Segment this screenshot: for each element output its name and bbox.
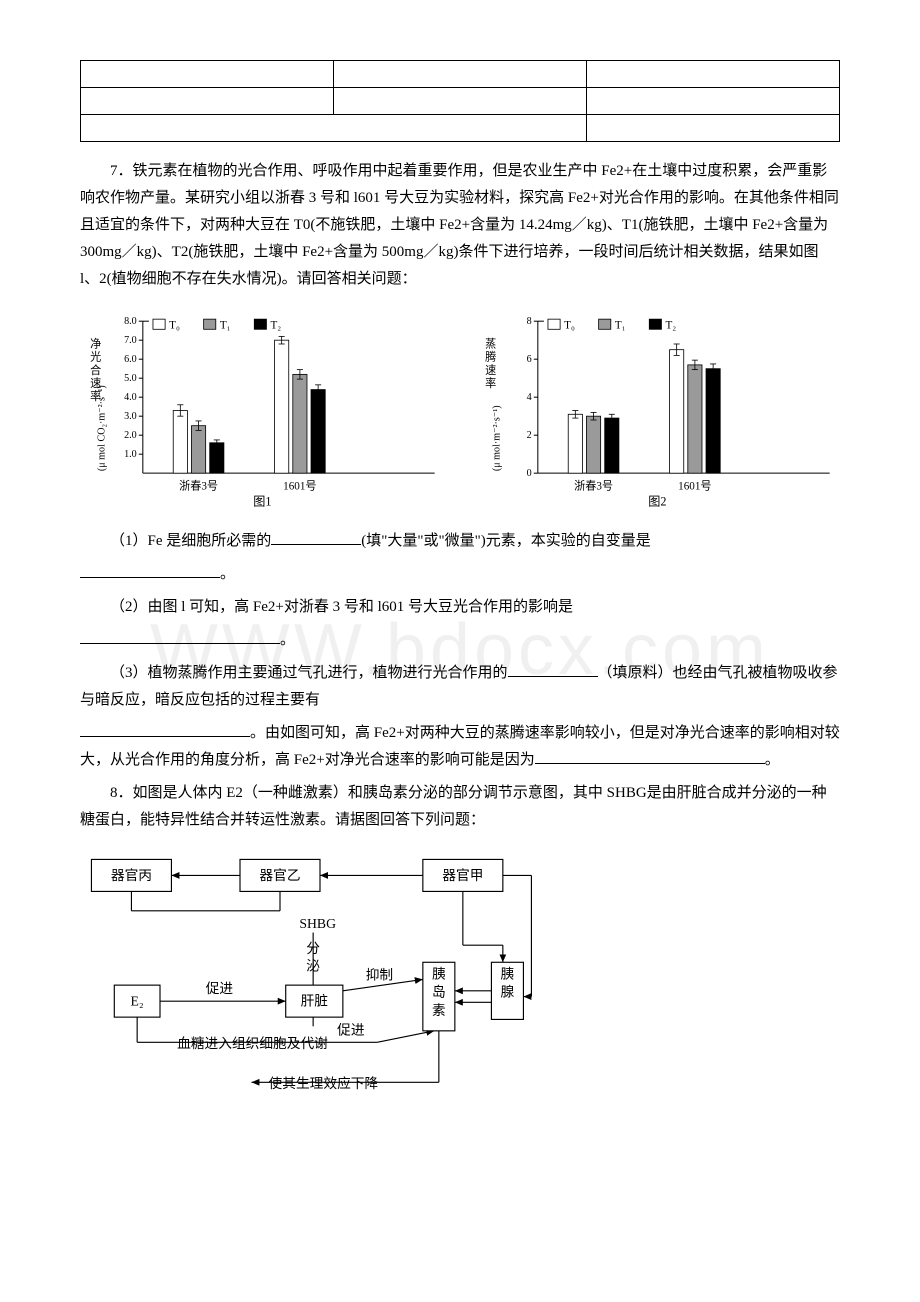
blank [80, 628, 280, 644]
svg-text:抑制: 抑制 [366, 967, 393, 982]
top-empty-grid [80, 60, 840, 142]
svg-text:T₁: T₁ [615, 319, 626, 331]
svg-text:6.0: 6.0 [124, 354, 137, 365]
svg-text:8: 8 [527, 316, 532, 327]
svg-text:图1: 图1 [253, 495, 271, 509]
svg-text:促进: 促进 [337, 1022, 365, 1037]
svg-text:T₀: T₀ [169, 319, 180, 331]
svg-text:胰: 胰 [432, 966, 446, 981]
svg-text:促进: 促进 [206, 981, 234, 996]
svg-text:4: 4 [527, 392, 532, 403]
svg-text:8.0: 8.0 [124, 316, 137, 327]
svg-text:器官丙: 器官丙 [111, 868, 152, 883]
svg-text:0: 0 [527, 468, 532, 479]
svg-text:素: 素 [432, 1003, 446, 1018]
q7-sub3: （3）植物蒸腾作用主要通过气孔进行，植物进行光合作用的（填原料）也经由气孔被植物… [80, 660, 840, 714]
svg-text:血糖进入组织细胞及代谢: 血糖进入组织细胞及代谢 [177, 1036, 328, 1051]
blank [271, 529, 361, 545]
svg-text:T₂: T₂ [666, 319, 677, 331]
svg-text:2.0: 2.0 [124, 430, 137, 441]
svg-text:净: 净 [90, 337, 101, 351]
blank [80, 721, 250, 737]
q7-sub3-a: （3）植物蒸腾作用主要通过气孔进行，植物进行光合作用的 [110, 665, 508, 681]
q7-sub1: （1）Fe 是细胞所必需的 (填"大量"或"微量")元素，本实验的自变量是 [80, 528, 840, 555]
q7-sub1-c: 。 [220, 566, 235, 582]
svg-text:泌: 泌 [306, 958, 320, 973]
blank [508, 661, 598, 677]
svg-text:腾: 腾 [485, 350, 496, 364]
blank [80, 562, 220, 578]
svg-text:分: 分 [306, 941, 320, 956]
diagram: 器官丙器官乙器官甲E₂肝脏胰岛素胰腺SHBG分泌促进抑制促进血糖进入组织细胞及代… [80, 848, 840, 1111]
svg-text:速: 速 [485, 364, 496, 377]
q7-paragraph: 7．铁元素在植物的光合作用、呼吸作用中起着重要作用，但是农业生产中 Fe2+在土… [80, 158, 840, 293]
chart-2: 蒸腾速率 (μ mol·m⁻²·s⁻¹) 8 6 4 2 0 T₀ T₁ T₂ 浙春3号 1601号图… [475, 307, 840, 520]
svg-text:腺: 腺 [501, 984, 515, 999]
svg-text:浙春3号: 浙春3号 [574, 479, 613, 492]
svg-text:E₂: E₂ [131, 993, 144, 1008]
q7-sub2-a: （2）由图 l 可知，高 Fe2+对浙春 3 号和 l601 号大豆光合作用的影… [110, 599, 573, 615]
svg-text:T₀: T₀ [564, 319, 575, 331]
chart-1: 净光合速率(μ mol CO₂·m⁻²·s⁻¹)8.07.06.05.04.03… [80, 307, 445, 520]
svg-text:图2: 图2 [648, 495, 666, 509]
svg-text:浙春3号: 浙春3号 [179, 479, 218, 492]
svg-text:SHBG: SHBG [299, 916, 336, 931]
svg-text:1601号: 1601号 [678, 479, 711, 492]
svg-text:2: 2 [527, 430, 532, 441]
q7-sub2-b: 。 [280, 632, 295, 648]
svg-text:光: 光 [90, 350, 101, 364]
svg-text:合: 合 [90, 363, 101, 377]
blank [535, 748, 765, 764]
svg-text:肝脏: 肝脏 [301, 993, 329, 1008]
svg-text:3.0: 3.0 [124, 411, 137, 422]
svg-text:T₁: T₁ [220, 319, 231, 331]
svg-text:6: 6 [527, 354, 532, 365]
svg-text:(μ mol CO₂·m⁻²·s⁻¹): (μ mol CO₂·m⁻²·s⁻¹) [96, 385, 107, 471]
svg-text:1.0: 1.0 [124, 449, 137, 460]
svg-text:7.0: 7.0 [124, 335, 137, 346]
svg-text:器官甲: 器官甲 [442, 868, 483, 883]
svg-text:1601号: 1601号 [283, 479, 316, 492]
svg-text:T₂: T₂ [271, 319, 282, 331]
svg-text:5.0: 5.0 [124, 373, 137, 384]
svg-text:率: 率 [485, 376, 496, 390]
svg-text:岛: 岛 [432, 984, 446, 999]
q8-paragraph: 8．如图是人体内 E2（一种雌激素）和胰岛素分泌的部分调节示意图，其中 SHBG… [80, 780, 840, 834]
svg-text:胰: 胰 [501, 966, 515, 981]
svg-text:器官乙: 器官乙 [259, 868, 300, 883]
q7-sub1-a: （1）Fe 是细胞所必需的 [110, 533, 271, 549]
q7-sub1-b: (填"大量"或"微量")元素，本实验的自变量是 [361, 533, 650, 549]
q7-sub2: （2）由图 l 可知，高 Fe2+对浙春 3 号和 l601 号大豆光合作用的影… [80, 594, 840, 621]
svg-text:使其生理效应下降: 使其生理效应下降 [269, 1075, 379, 1091]
q7-sub3-d: 。 [765, 752, 780, 768]
svg-text:蒸: 蒸 [485, 338, 496, 351]
svg-text:(μ mol·m⁻²·s⁻¹): (μ mol·m⁻²·s⁻¹) [492, 405, 503, 471]
svg-text:4.0: 4.0 [124, 392, 137, 403]
